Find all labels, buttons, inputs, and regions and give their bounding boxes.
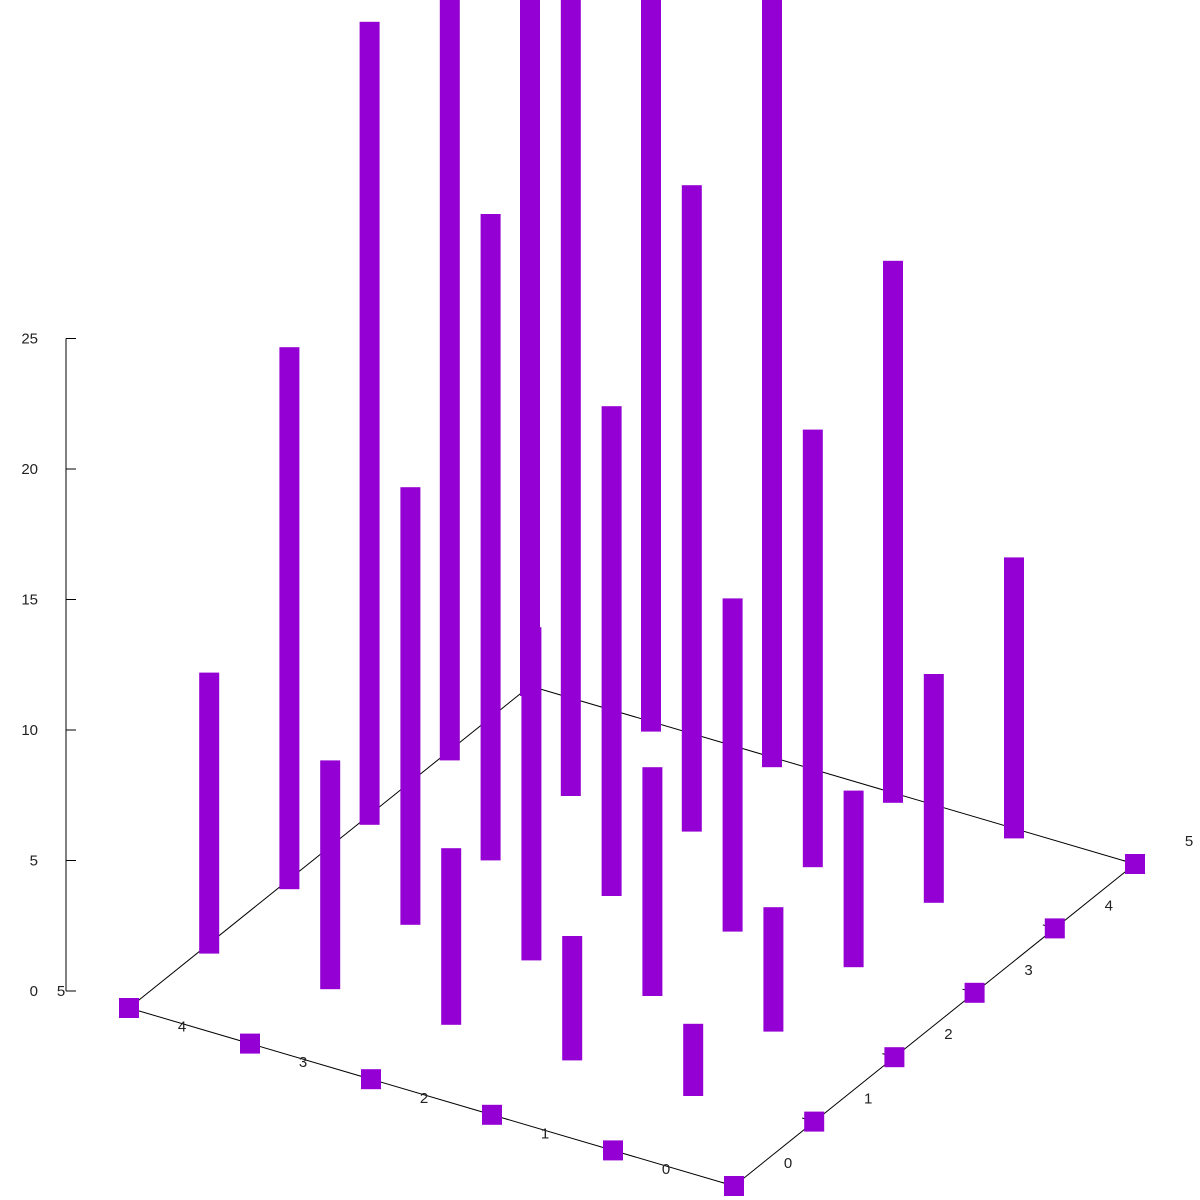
x-tick-label: 0 [662,1161,670,1178]
floor-back-right-edge [529,685,1136,865]
bar [681,185,702,832]
z-tick-label: 15 [21,592,38,609]
axis-ticks: 0 5 10 15 20 25 0 1 2 3 4 5 0 1 2 3 4 5 [21,331,1193,1187]
bar [601,406,622,896]
bar [240,1033,260,1054]
bar [843,790,864,968]
bar [724,1176,744,1196]
bars [119,0,1145,1196]
bar [480,214,501,861]
bar [320,760,341,990]
y-tick-label: 4 [1105,897,1113,914]
y-tick-label: 5 [1185,833,1193,850]
x-tick-label: 4 [178,1019,186,1036]
z-tick-label: 0 [30,983,38,1000]
y-tick-label: 0 [784,1155,792,1172]
bar [439,0,460,761]
bar [923,674,944,903]
bar [359,21,380,825]
x-tick-label: 3 [299,1054,307,1071]
y-tick-label: 2 [944,1026,952,1043]
bar [361,1069,381,1090]
bar [722,598,743,932]
bar [560,0,581,797]
z-tick-label: 25 [21,331,38,348]
bar [641,0,661,732]
bar [804,1111,825,1132]
bar [520,0,540,696]
bar [763,907,784,1032]
bar [562,936,583,1061]
bar [119,998,139,1018]
x-tick-label: 2 [420,1090,428,1107]
x-tick-label: 1 [541,1125,549,1142]
bar [1004,557,1024,839]
y-tick-label: 3 [1024,962,1032,979]
bar [1125,854,1145,874]
axes [65,338,1136,1187]
bar [400,487,421,925]
z-tick-label: 20 [21,461,38,478]
bar [441,848,462,1025]
bar [884,1047,905,1068]
bar [603,1140,623,1161]
y-tick-label: 1 [864,1091,872,1108]
bar [762,0,782,768]
x-tick-label: 5 [57,983,65,1000]
bar [642,767,663,996]
bar [683,1023,704,1096]
bar [279,347,300,890]
bar [521,627,542,961]
bar [482,1104,502,1125]
bar [964,982,985,1003]
y-axis-line [733,863,1136,1187]
x-axis-line [128,1007,735,1187]
bar [802,429,823,868]
bar [883,260,903,803]
z-tick-label: 10 [21,722,38,739]
bar [199,672,220,954]
z-tick-label: 5 [30,853,38,870]
bar [1044,918,1065,939]
